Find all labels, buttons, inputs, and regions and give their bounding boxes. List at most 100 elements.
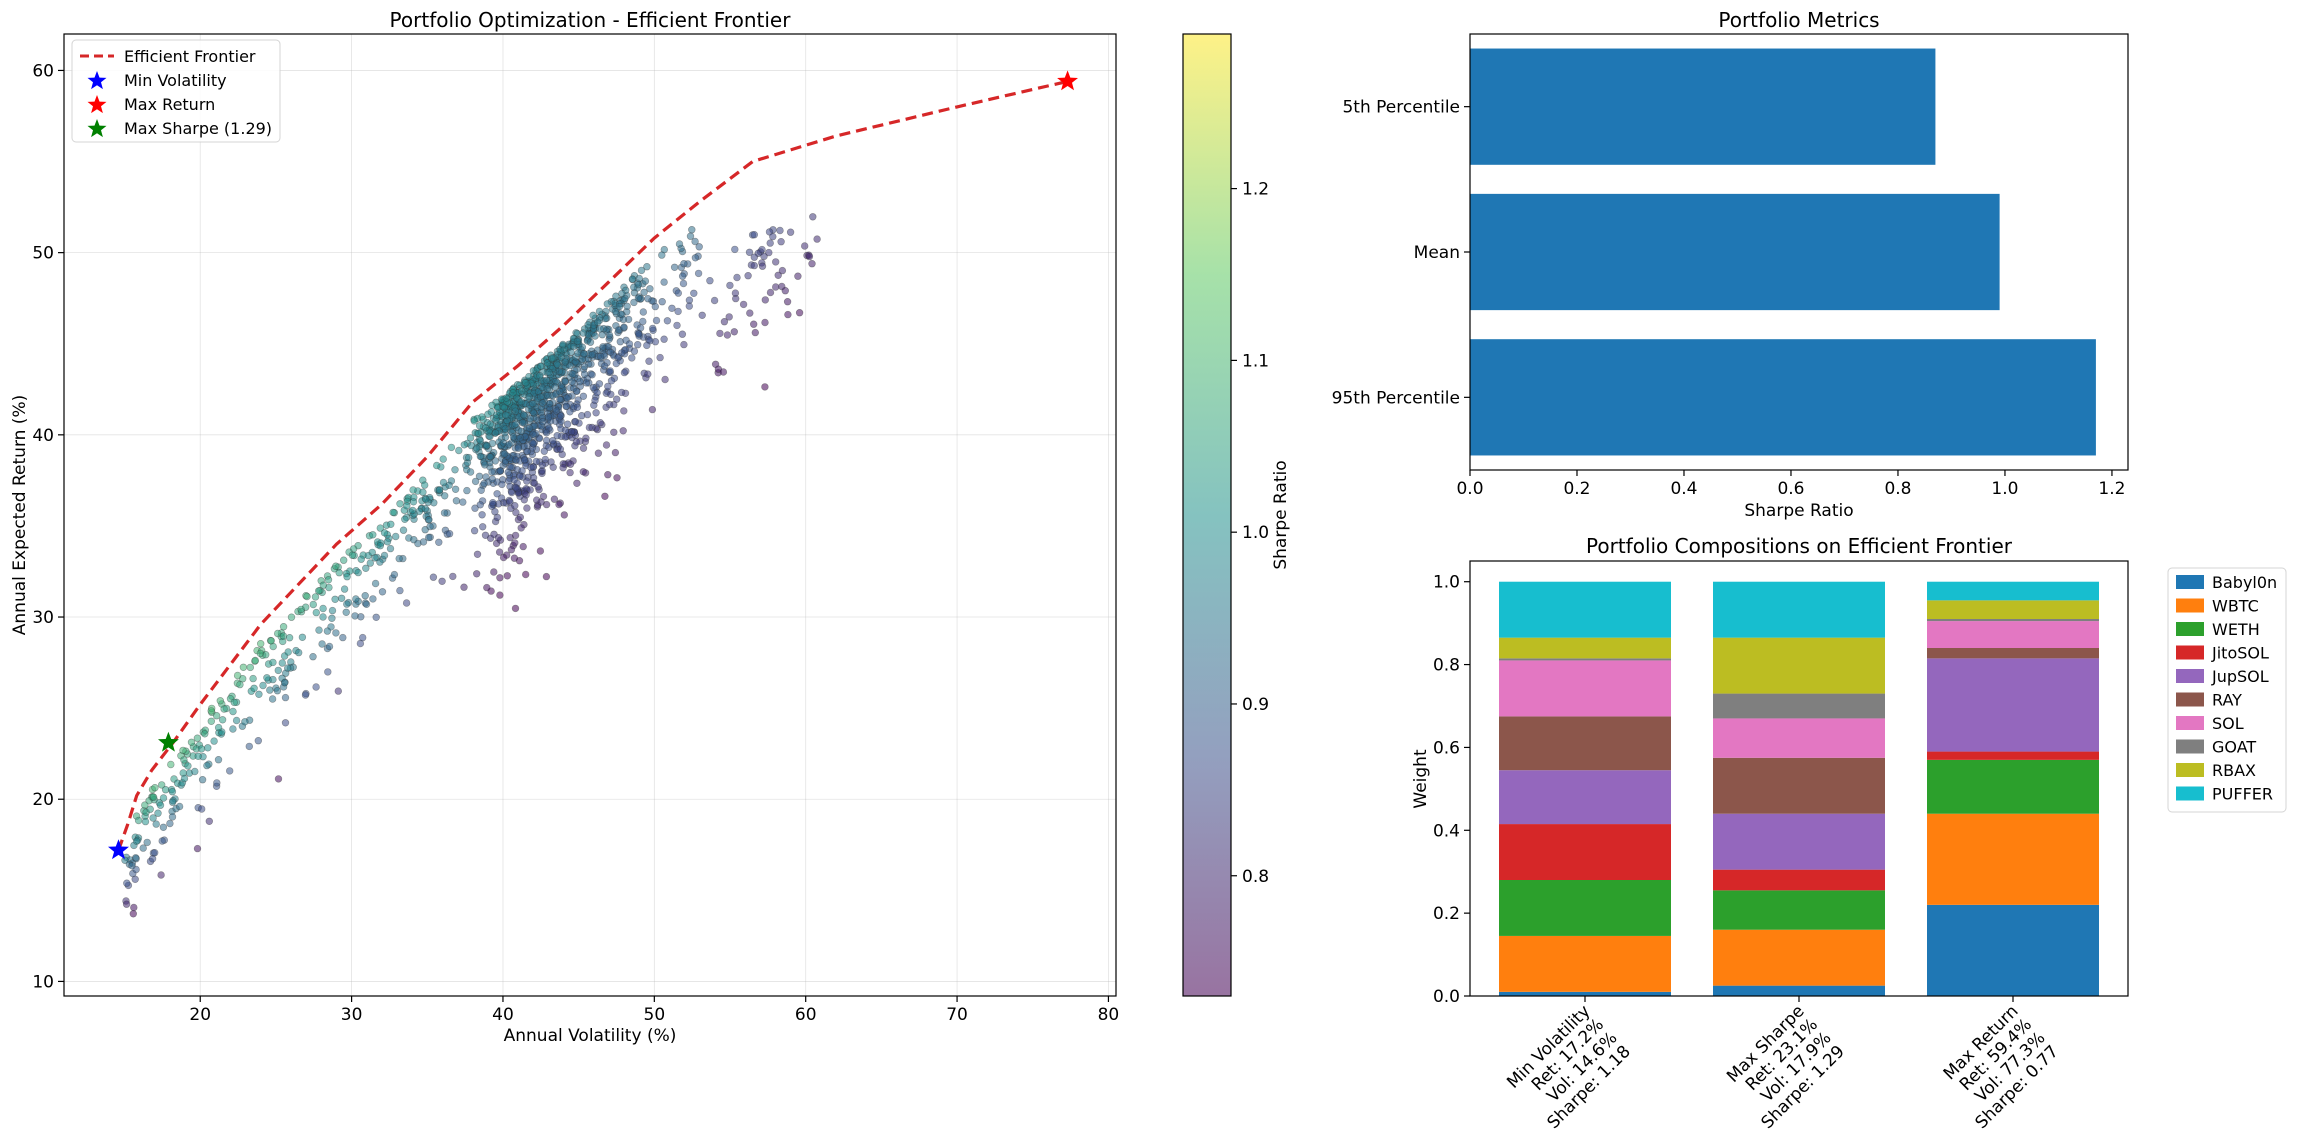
portfolio-point bbox=[760, 252, 768, 261]
portfolio-point bbox=[534, 483, 542, 491]
portfolio-point bbox=[637, 266, 646, 275]
composition-segment bbox=[1927, 648, 2099, 659]
portfolio-point bbox=[387, 520, 395, 528]
portfolio-point bbox=[573, 479, 581, 487]
portfolio-point bbox=[168, 787, 177, 796]
portfolio-point bbox=[325, 642, 334, 651]
portfolio-point bbox=[143, 838, 151, 847]
portfolio-point bbox=[625, 340, 634, 348]
portfolio-point bbox=[537, 498, 545, 506]
scatter-panel: 20 30 40 50 60 70 80 10 20 30 40 50 60 Portfolio Opt… bbox=[10, 8, 1119, 1046]
portfolio-point bbox=[572, 438, 581, 446]
portfolio-point bbox=[419, 488, 427, 496]
portfolio-point bbox=[502, 394, 510, 402]
portfolio-point bbox=[525, 372, 533, 381]
portfolio-point bbox=[551, 383, 559, 391]
portfolio-point bbox=[421, 525, 429, 534]
stars-layer bbox=[108, 70, 1078, 860]
portfolio-point bbox=[514, 444, 522, 452]
portfolio-point bbox=[579, 444, 588, 452]
portfolio-point bbox=[591, 332, 599, 340]
portfolio-point bbox=[641, 277, 650, 285]
portfolio-point bbox=[634, 280, 643, 289]
portfolio-point bbox=[473, 444, 481, 452]
portfolio-point bbox=[359, 633, 367, 642]
portfolio-point bbox=[610, 428, 618, 436]
portfolio-point bbox=[623, 302, 631, 310]
portfolio-point bbox=[588, 371, 596, 379]
portfolio-point bbox=[578, 343, 587, 351]
portfolio-point bbox=[121, 856, 129, 864]
portfolio-point bbox=[751, 328, 759, 337]
portfolio-point bbox=[151, 783, 159, 792]
portfolio-point bbox=[498, 480, 506, 489]
portfolio-point bbox=[619, 427, 627, 435]
portfolio-point bbox=[521, 379, 530, 387]
portfolio-point bbox=[369, 595, 377, 603]
portfolio-point bbox=[372, 613, 380, 621]
portfolio-point bbox=[507, 545, 516, 554]
portfolio-point bbox=[488, 468, 496, 476]
portfolio-point bbox=[594, 449, 603, 457]
composition-legend-label: SOL bbox=[2212, 714, 2244, 733]
portfolio-point bbox=[535, 434, 544, 443]
portfolio-point bbox=[586, 338, 595, 346]
portfolio-point bbox=[512, 508, 520, 517]
colorbar-tick-label: 0.8 bbox=[1242, 867, 1269, 887]
composition-legend-label: WETH bbox=[2212, 620, 2260, 639]
portfolio-point bbox=[644, 295, 652, 303]
composition-segment bbox=[1927, 751, 2099, 760]
portfolio-point bbox=[771, 258, 780, 266]
portfolio-point bbox=[256, 649, 265, 658]
portfolio-point bbox=[577, 412, 586, 420]
portfolio-point bbox=[285, 633, 294, 642]
x-tick-label: 30 bbox=[341, 1005, 363, 1025]
composition-legend-label: JupSOL bbox=[2211, 667, 2269, 686]
portfolio-point bbox=[380, 551, 389, 560]
portfolio-point bbox=[201, 730, 209, 738]
portfolio-point bbox=[731, 245, 739, 254]
portfolio-point bbox=[315, 587, 323, 595]
composition-legend-label: Babyl0n bbox=[2212, 573, 2277, 592]
portfolio-point bbox=[399, 526, 408, 534]
portfolio-point bbox=[490, 568, 498, 576]
x-tick-label: 20 bbox=[189, 1005, 211, 1025]
portfolio-point bbox=[519, 542, 527, 551]
composition-y-tick-label: 0.0 bbox=[1433, 987, 1460, 1007]
scatter-legend: Efficient Frontier Min Volatility Max Re… bbox=[71, 39, 281, 143]
portfolio-point bbox=[396, 586, 404, 595]
portfolio-point bbox=[487, 408, 495, 416]
portfolio-point bbox=[315, 626, 323, 634]
portfolio-point bbox=[476, 452, 485, 461]
portfolio-point bbox=[319, 581, 327, 589]
portfolio-point bbox=[592, 409, 600, 417]
portfolio-point bbox=[159, 823, 168, 831]
portfolio-point bbox=[476, 501, 484, 509]
composition-segment bbox=[1713, 985, 1885, 996]
portfolio-point bbox=[471, 504, 479, 512]
portfolio-point bbox=[151, 848, 159, 857]
portfolio-point bbox=[470, 417, 478, 425]
portfolio-point bbox=[438, 577, 446, 585]
portfolio-point bbox=[794, 272, 802, 280]
portfolio-point bbox=[324, 668, 332, 676]
portfolio-point bbox=[552, 407, 561, 415]
x-tick-label: 50 bbox=[644, 1005, 666, 1025]
portfolio-point bbox=[486, 420, 495, 428]
portfolio-point bbox=[691, 254, 700, 262]
portfolio-point bbox=[591, 396, 599, 405]
portfolio-point bbox=[615, 302, 624, 311]
portfolio-point bbox=[674, 289, 682, 297]
x-tick-label: 80 bbox=[1098, 1005, 1120, 1025]
portfolio-point bbox=[566, 408, 574, 416]
portfolio-point bbox=[392, 532, 400, 541]
portfolio-point bbox=[617, 388, 626, 397]
portfolio-point bbox=[690, 289, 698, 297]
colorbar-tick-label: 1.2 bbox=[1242, 180, 1269, 200]
portfolio-point bbox=[309, 652, 317, 661]
portfolio-point bbox=[559, 340, 567, 349]
portfolio-point bbox=[495, 548, 504, 556]
portfolio-point bbox=[613, 474, 621, 482]
